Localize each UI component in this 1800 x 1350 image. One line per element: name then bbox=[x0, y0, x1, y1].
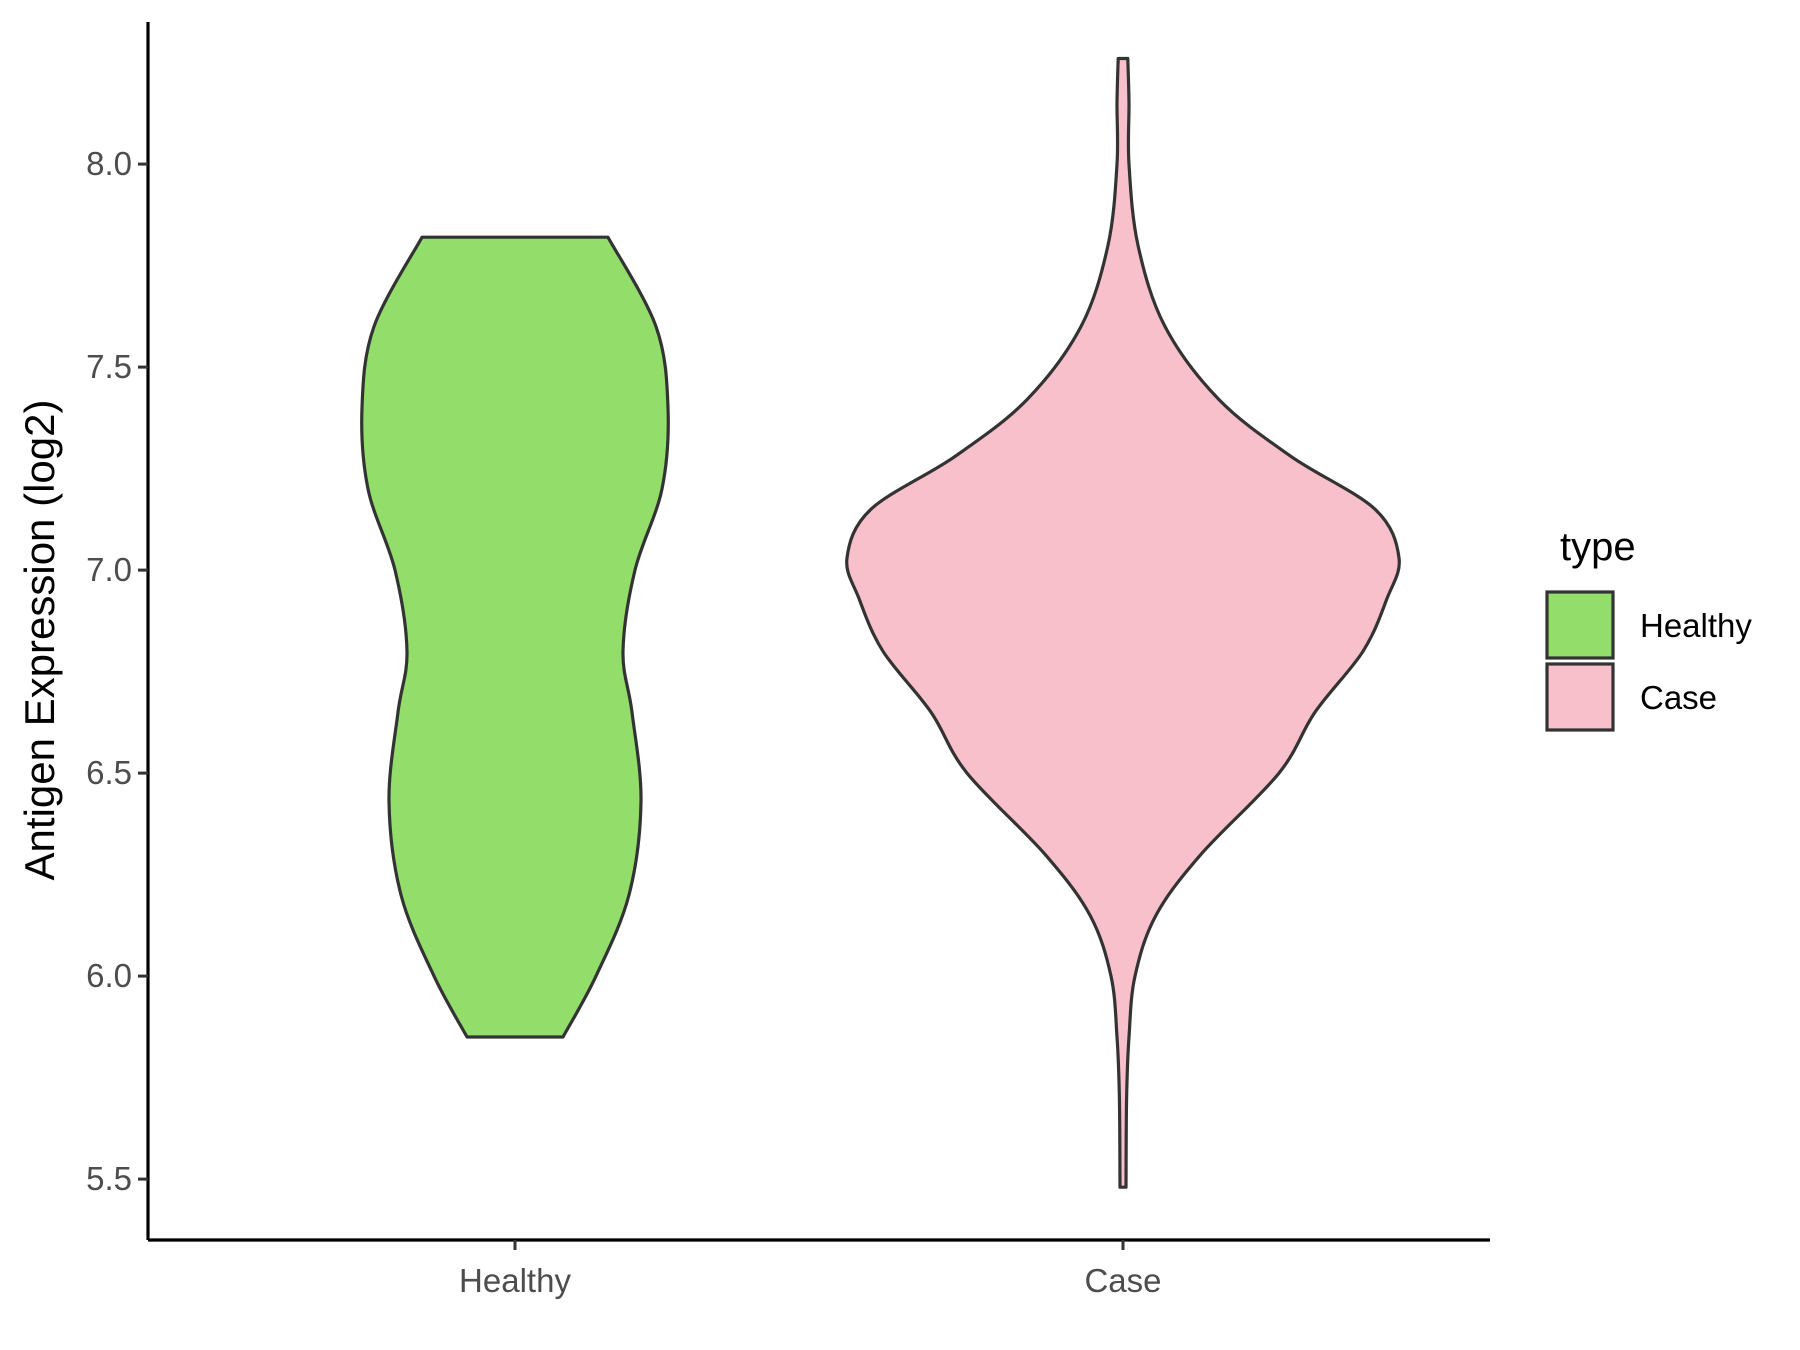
y-axis-title: Antigen Expression (log2) bbox=[16, 400, 63, 881]
y-tick-label: 7.0 bbox=[86, 551, 132, 588]
y-tick-label: 8.0 bbox=[86, 145, 132, 182]
violin-healthy bbox=[360, 235, 670, 1039]
y-axis: 5.5 6.0 6.5 7.0 7.5 8.0 bbox=[86, 22, 150, 1240]
legend-label-healthy: Healthy bbox=[1640, 607, 1752, 644]
y-tick-label: 6.5 bbox=[86, 754, 132, 791]
y-tick-label: 5.5 bbox=[86, 1160, 132, 1197]
violin-layer bbox=[360, 56, 1401, 1189]
y-tick-label: 7.5 bbox=[86, 348, 132, 385]
x-axis: Healthy Case bbox=[148, 1238, 1490, 1299]
legend-swatch-healthy bbox=[1545, 590, 1615, 660]
legend-swatch-case bbox=[1545, 662, 1615, 732]
y-tick-label: 6.0 bbox=[86, 957, 132, 994]
violin-case bbox=[845, 56, 1401, 1189]
x-tick-label: Case bbox=[1084, 1262, 1161, 1299]
x-tick-label: Healthy bbox=[459, 1262, 571, 1299]
legend: type Healthy Case bbox=[1545, 525, 1752, 732]
legend-label-case: Case bbox=[1640, 679, 1717, 716]
legend-title: type bbox=[1560, 525, 1636, 569]
